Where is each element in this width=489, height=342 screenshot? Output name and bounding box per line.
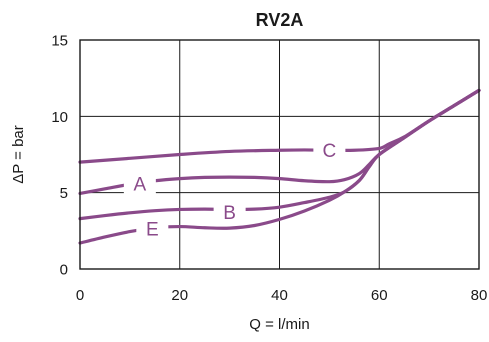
x-tick-label: 80 (471, 287, 488, 304)
y-tick-label: 15 (51, 33, 68, 50)
x-tick-label: 20 (171, 287, 188, 304)
x-tick-label: 40 (271, 287, 288, 304)
x-tick-label: 60 (371, 287, 388, 304)
curve-label-b: B (223, 203, 236, 224)
x-axis-label: Q = l/min (249, 316, 309, 333)
curve-label-e: E (146, 220, 159, 241)
y-tick-label: 0 (60, 262, 68, 279)
y-tick-label: 5 (60, 185, 68, 202)
curve-label-a: A (134, 175, 147, 196)
tick-labels: 0 20 40 60 80 0 5 10 15 (51, 33, 487, 305)
curve-label-c: C (323, 141, 337, 162)
y-axis-label: ΔP = bar (10, 125, 27, 184)
chart-title: RV2A (256, 10, 304, 30)
x-tick-label: 0 (76, 287, 84, 304)
y-tick-label: 10 (51, 109, 68, 126)
